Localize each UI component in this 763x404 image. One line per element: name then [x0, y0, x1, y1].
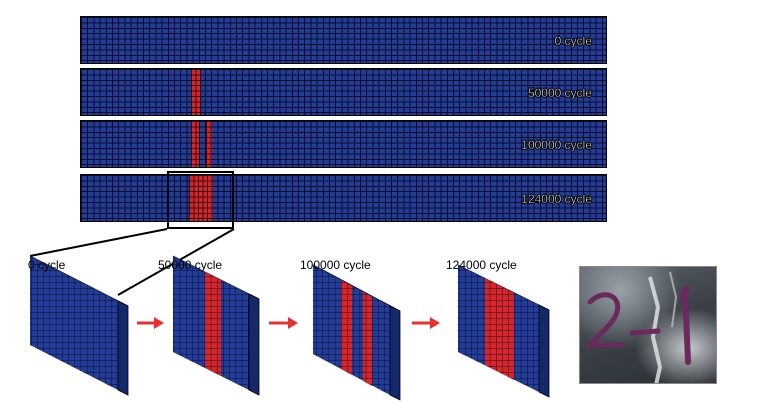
right-arrow-icon [412, 317, 440, 329]
strip-0-cycle: 0 cycle [80, 16, 607, 64]
mesh-label-50000-cycle: 50000 cycle [158, 258, 223, 272]
strip-label: 124000 cycle [521, 192, 592, 206]
mesh-0-cycle [29, 255, 129, 396]
strip-100000-cycle: 100000 cycle [80, 120, 607, 168]
mesh-label-124000-cycle: 124000 cycle [446, 258, 517, 272]
damaged-column [191, 121, 199, 167]
damaged-column [191, 69, 201, 115]
mesh-label-0-cycle: 0 cycle [28, 258, 66, 272]
handwritten-specimen-label [585, 271, 691, 383]
zoom-callout-box [167, 171, 234, 229]
strip-50000-cycle: 50000 cycle [80, 68, 607, 116]
specimen-photo [579, 266, 717, 384]
strip-label: 100000 cycle [521, 138, 592, 152]
right-arrow-icon [269, 317, 298, 329]
mesh-label-100000-cycle: 100000 cycle [300, 258, 371, 272]
damaged-column [189, 175, 213, 221]
strip-label: 0 cycle [554, 34, 592, 48]
mesh-50000-cycle [172, 255, 260, 396]
right-arrow-icon [137, 317, 164, 329]
strip-label: 50000 cycle [527, 86, 592, 100]
mesh-100000-cycle [312, 264, 401, 401]
damaged-column [206, 121, 212, 167]
mesh-124000-cycle [457, 264, 550, 398]
